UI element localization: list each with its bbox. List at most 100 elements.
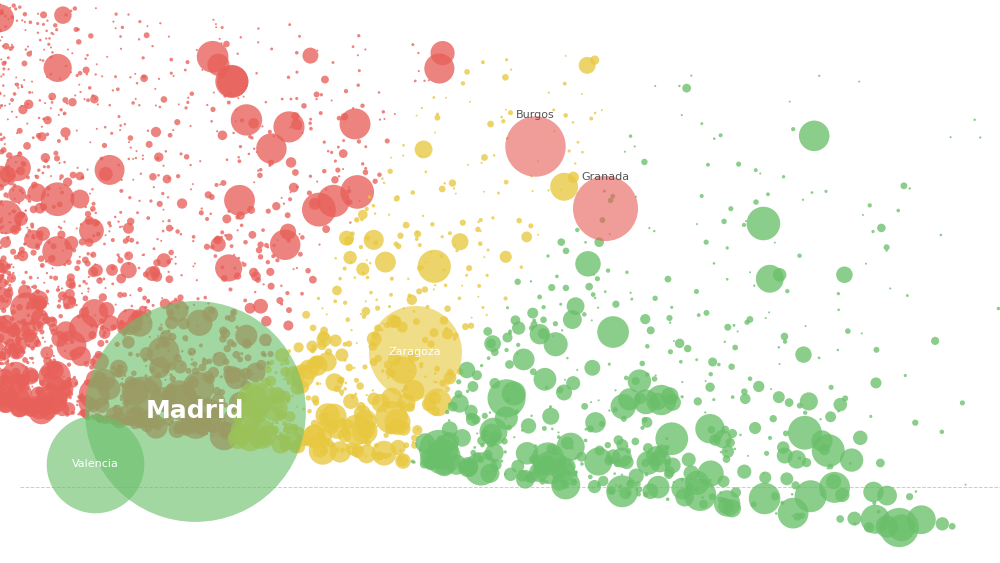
- Point: [64, 296, 80, 305]
- Point: [87, 374, 103, 383]
- Point: [587, 418, 603, 427]
- Point: [330, 166, 346, 175]
- Point: [257, 351, 273, 360]
- Point: [638, 397, 654, 406]
- Point: [0, 133, 12, 142]
- Point: [463, 407, 479, 416]
- Point: [212, 60, 228, 69]
- Point: [52, 159, 68, 168]
- Point: [260, 207, 276, 216]
- Point: [39, 403, 55, 412]
- Point: [43, 172, 59, 181]
- Point: [213, 53, 229, 62]
- Point: [390, 443, 406, 452]
- Point: [497, 448, 513, 457]
- Point: [307, 395, 323, 404]
- Point: [873, 224, 889, 233]
- Point: [906, 528, 922, 537]
- Point: [240, 354, 256, 363]
- Point: [317, 438, 333, 447]
- Point: [620, 446, 636, 455]
- Point: [69, 71, 85, 80]
- Point: [487, 432, 503, 441]
- Point: [11, 404, 27, 413]
- Point: [863, 412, 879, 421]
- Point: [748, 198, 764, 207]
- Point: [46, 366, 62, 375]
- Point: [559, 479, 575, 488]
- Point: [157, 376, 173, 385]
- Point: [470, 292, 486, 301]
- Point: [228, 105, 244, 114]
- Point: [89, 124, 105, 133]
- Point: [439, 408, 455, 417]
- Point: [246, 144, 262, 153]
- Point: [554, 326, 570, 335]
- Point: [349, 426, 365, 435]
- Point: [0, 170, 16, 179]
- Point: [245, 369, 261, 378]
- Point: [40, 115, 56, 124]
- Point: [109, 405, 125, 414]
- Point: [551, 432, 567, 441]
- Point: [631, 485, 647, 494]
- Point: [398, 441, 414, 450]
- Point: [435, 379, 451, 388]
- Point: [648, 371, 664, 380]
- Point: [61, 374, 77, 383]
- Point: [133, 169, 149, 178]
- Point: [23, 273, 39, 282]
- Point: [44, 396, 60, 405]
- Point: [748, 166, 764, 175]
- Point: [455, 218, 471, 227]
- Point: [191, 318, 207, 327]
- Point: [25, 358, 41, 367]
- Point: [431, 439, 447, 448]
- Point: [167, 394, 183, 403]
- Point: [280, 321, 296, 330]
- Point: [310, 294, 326, 303]
- Point: [280, 367, 296, 376]
- Point: [183, 185, 199, 194]
- Point: [25, 344, 41, 353]
- Point: [0, 162, 15, 171]
- Point: [23, 400, 39, 409]
- Point: [174, 347, 190, 356]
- Point: [650, 482, 666, 491]
- Point: [328, 254, 344, 263]
- Point: [498, 414, 514, 423]
- Point: [155, 348, 171, 357]
- Point: [186, 418, 202, 427]
- Point: [436, 316, 452, 325]
- Point: [31, 322, 47, 331]
- Point: [520, 474, 536, 483]
- Point: [396, 424, 412, 433]
- Point: [913, 515, 929, 524]
- Point: [450, 390, 466, 399]
- Point: [281, 423, 297, 432]
- Point: [319, 358, 335, 367]
- Point: [129, 407, 145, 416]
- Point: [798, 321, 814, 330]
- Point: [120, 10, 136, 19]
- Point: [546, 105, 562, 114]
- Point: [0, 224, 9, 233]
- Point: [281, 439, 297, 448]
- Point: [337, 356, 353, 365]
- Point: [0, 200, 11, 209]
- Point: [236, 92, 252, 101]
- Point: [277, 367, 293, 376]
- Point: [296, 405, 312, 414]
- Point: [209, 181, 225, 190]
- Point: [10, 338, 26, 347]
- Point: [73, 220, 89, 229]
- Point: [639, 370, 655, 379]
- Point: [429, 110, 445, 119]
- Point: [89, 218, 105, 227]
- Point: [164, 318, 180, 327]
- Point: [36, 314, 52, 323]
- Point: [559, 354, 575, 363]
- Point: [341, 187, 357, 196]
- Point: [43, 94, 59, 103]
- Point: [114, 363, 130, 372]
